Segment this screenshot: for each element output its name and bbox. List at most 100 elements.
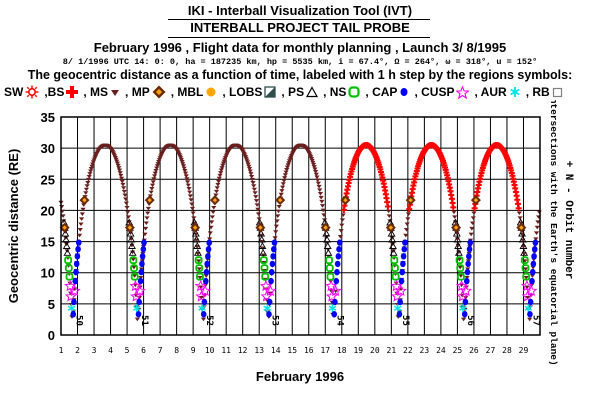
magnetosheath-point: [314, 175, 320, 180]
magnetosheath-point: [516, 211, 522, 216]
aurora-marker: [198, 304, 206, 313]
plasma-sheet-marker: [387, 229, 396, 237]
magnetosheath-point: [211, 205, 217, 210]
polar-cap-marker: [137, 277, 144, 285]
cusp-marker: [64, 279, 77, 292]
north-lobe-marker: [457, 272, 465, 281]
magnetosheath-point: [274, 219, 280, 223]
polar-cap-marker: [270, 253, 276, 260]
magnetosheath-point: [246, 164, 252, 169]
magnetosheath-point: [389, 236, 395, 240]
magnetosheath-point: [63, 236, 69, 240]
polar-cap-marker: [269, 260, 276, 268]
magnetosheath-point: [456, 257, 463, 262]
magnetosheath-point: [143, 221, 149, 226]
plasma-sheet-marker: [127, 242, 136, 249]
polar-cap-marker: [72, 277, 79, 285]
magnetosheath-point: [309, 158, 315, 163]
magnetosheath-point: [90, 160, 96, 165]
magnetosheath-point: [76, 233, 83, 238]
magnetosheath-point: [125, 210, 131, 215]
magnetosheath-point: [123, 201, 129, 206]
north-lobe-marker: [390, 256, 399, 265]
aurora-marker: [328, 304, 337, 313]
magnetosheath-point: [87, 169, 94, 174]
x-tick-label: 21: [387, 346, 397, 355]
magnetopause-marker-center: [408, 197, 413, 203]
magnetosheath-point: [77, 227, 83, 232]
magnetosheath-point: [85, 180, 91, 185]
magnetosheath-point: [339, 218, 346, 222]
magnetosheath-point: [286, 159, 293, 163]
plasma-sheet-marker: [454, 248, 463, 256]
polar-cap-marker: [531, 253, 537, 260]
solar-wind-point: [380, 180, 387, 187]
magnetosheath-point: [251, 184, 257, 188]
polar-cap-marker: [462, 298, 469, 306]
solar-wind-point: [511, 181, 518, 188]
magnetosheath-point: [151, 174, 158, 178]
solar-wind-point: [406, 206, 413, 213]
plasma-sheet-marker: [192, 235, 201, 243]
magnetosheath-point: [310, 162, 317, 167]
magnetosheath-point: [280, 182, 286, 186]
magnetosheath-point: [244, 158, 250, 163]
solar-wind-point: [450, 204, 457, 211]
dot-icon: [400, 88, 408, 96]
legend-item-aur: , AUR: [474, 85, 520, 99]
cusp-marker: [129, 279, 142, 292]
magnetosheath-point: [338, 229, 344, 233]
solar-wind-point: [344, 183, 351, 190]
magnetosheath-point: [185, 183, 191, 188]
magnetosheath-point: [252, 191, 258, 195]
polar-cap-marker: [141, 239, 147, 246]
y-tick-label: 25: [41, 172, 55, 187]
north-lobe-marker: [194, 256, 203, 265]
title-rule: [168, 19, 430, 20]
magnetosheath-point: [251, 187, 257, 192]
polar-cap-marker: [205, 253, 211, 260]
magnetosheath-point: [130, 257, 136, 262]
polar-cap-marker: [75, 246, 81, 253]
polar-cap-marker: [466, 253, 472, 260]
polar-cap-marker: [331, 311, 338, 318]
magnetosheath-point: [60, 214, 66, 218]
north-lobe-marker: [326, 272, 335, 281]
plasma-sheet-marker: [61, 229, 70, 237]
page-subtitle: INTERBALL PROJECT TAIL PROBE: [190, 20, 410, 35]
solar-wind-point: [340, 207, 347, 214]
cusp-marker: [525, 284, 538, 297]
magnetosheath-point: [118, 173, 124, 178]
magnetosheath-point: [207, 237, 213, 242]
aurora-marker: [393, 304, 402, 313]
magnetosheath-point: [525, 296, 531, 300]
magnetosheath-point: [217, 173, 223, 178]
north-lobe-marker: [391, 272, 400, 281]
magnetosheath-point: [181, 166, 187, 171]
solar-wind-point: [382, 187, 389, 194]
north-lobe-marker: [130, 264, 138, 273]
magnetosheath-point: [457, 265, 463, 270]
solar-wind-point: [379, 174, 386, 181]
x-tick-label: 26: [469, 346, 479, 355]
solar-wind-point: [449, 200, 456, 207]
polar-cap-marker: [71, 298, 77, 306]
magnetosheath-point: [148, 190, 154, 195]
magnetosheath-point: [255, 212, 262, 217]
magnetosheath-point: [275, 214, 281, 218]
plasma-sheet-marker: [257, 235, 266, 243]
cusp-marker: [456, 290, 469, 302]
polar-cap-marker: [464, 268, 471, 276]
magnetosheath-point: [61, 219, 67, 223]
solar-wind-point: [475, 181, 482, 188]
polar-cap-marker: [529, 277, 535, 285]
plot-frame: [60, 116, 541, 336]
y-axis-label: Geocentric distance (RE): [6, 149, 21, 304]
cusp-marker: [325, 279, 338, 292]
legend-label: , CUSP: [414, 85, 455, 99]
solar-wind-point: [383, 195, 390, 202]
orbit-number-label: 53: [269, 315, 279, 326]
solar-wind-point: [380, 177, 387, 184]
magnetosheath-point: [276, 205, 282, 209]
magnetosheath-point: [527, 317, 533, 322]
